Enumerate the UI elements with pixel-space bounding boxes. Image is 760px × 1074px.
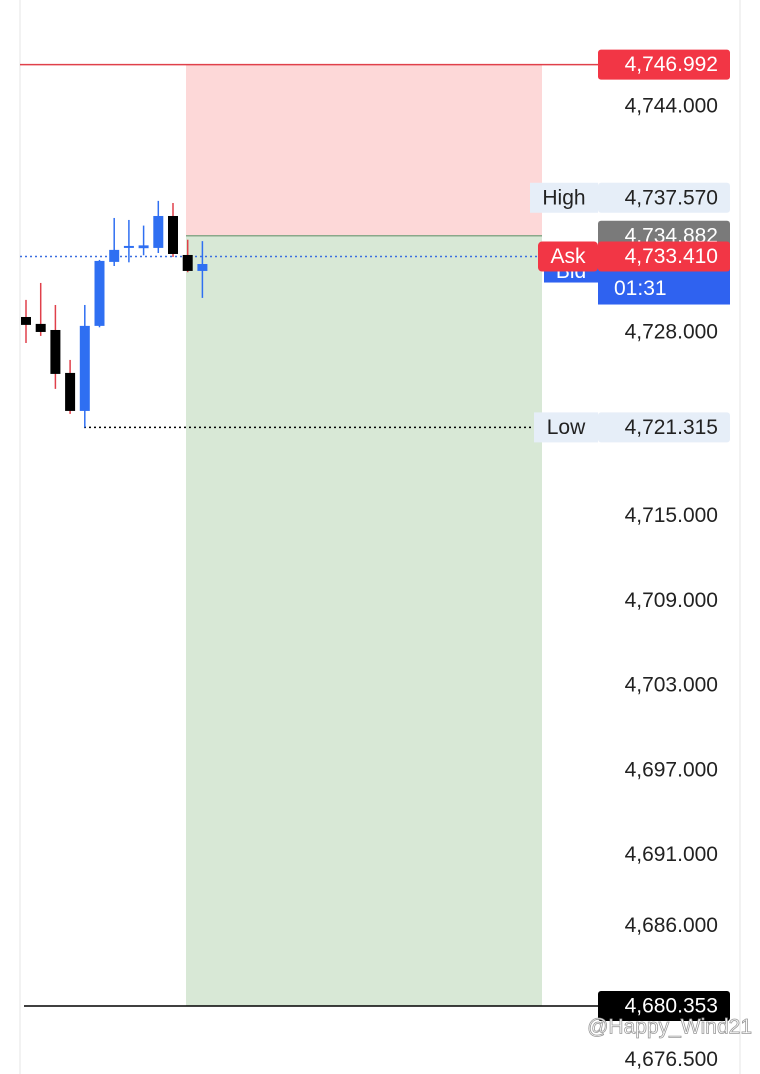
candle-body [35,323,46,332]
loss-zone [186,64,542,236]
y-tick-label: 4,709.000 [625,589,718,612]
candle-body [94,260,105,326]
price-label-box [598,49,730,80]
price-label-box [598,991,730,1022]
marker-name: High [542,186,585,209]
marker-name: Ask [550,245,586,268]
candle-body [65,372,76,411]
price-label: 4,746.992 [625,53,718,76]
candle-body [197,264,208,271]
price-label: 4,721.315 [625,416,718,439]
price-label-box [598,241,730,272]
candle-body [50,329,61,374]
candle-body [182,254,193,271]
y-tick-label: 4,697.000 [625,758,718,781]
watermark: @Happy_Wind21 [587,1016,752,1039]
price-label: 4,680.353 [625,995,718,1018]
y-tick-label: 4,686.000 [625,914,718,937]
profit-zone [186,235,542,1007]
candle-body [109,249,120,262]
y-tick-label: 4,728.000 [625,320,718,343]
candle-body [138,245,149,249]
price-label-box [598,182,730,213]
marker-name: Low [547,416,586,439]
candle-body [153,215,164,248]
y-tick-label: 4,691.000 [625,843,718,866]
y-tick-label: 4,744.000 [625,94,718,117]
y-tick-label: 4,715.000 [625,504,718,527]
y-tick-label: 4,703.000 [625,674,718,697]
candle-body [123,245,134,248]
candle-body [21,316,31,325]
candle-body [79,325,90,411]
price-label-box [598,412,730,443]
marker-name-box [534,412,598,443]
price-label: 4,737.570 [625,186,718,209]
y-tick-label: 4,676.500 [625,1048,718,1071]
marker-name-box [538,241,598,272]
countdown: 01:31 [614,277,667,300]
price-label: 4,733.410 [625,245,718,268]
marker-name-box [530,182,598,213]
candle-body [168,215,178,254]
